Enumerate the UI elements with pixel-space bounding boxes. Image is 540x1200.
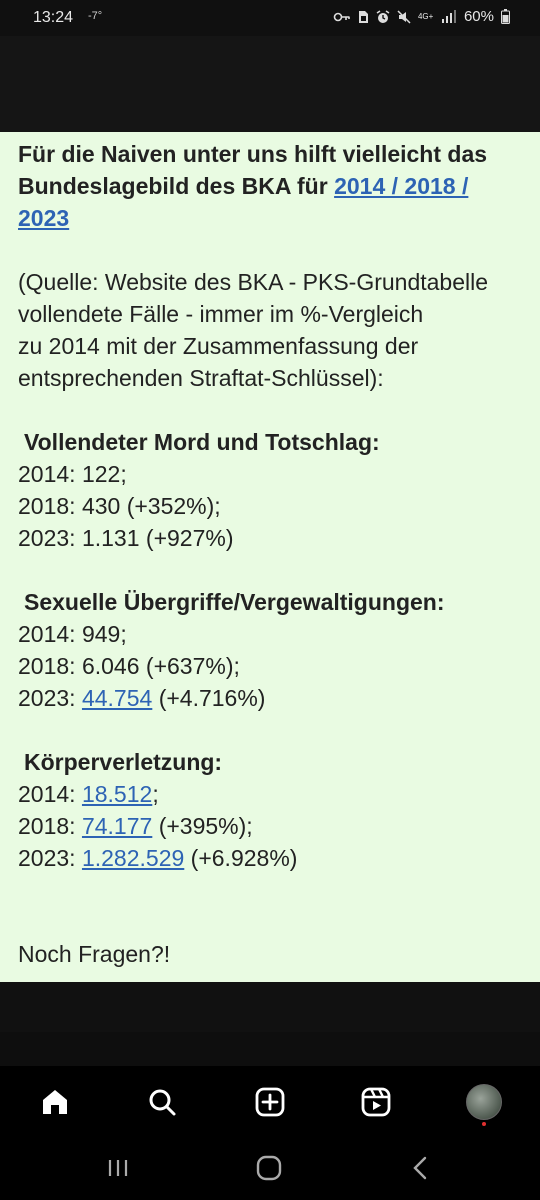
stat-value: 1.131	[81, 525, 140, 551]
section-title-murder: Vollendeter Mord und Totschlag:	[24, 429, 380, 455]
stat-row: 2018: 74.177 (+395%);	[18, 810, 540, 842]
stat-suffix: (+927%)	[139, 525, 234, 551]
post-image: Für die Naiven unter uns hilft vielleich…	[0, 132, 540, 982]
stat-year: 2014:	[18, 621, 76, 647]
home-icon[interactable]	[37, 1084, 73, 1120]
stat-value-link[interactable]: 44.754	[81, 685, 153, 711]
home-circle-icon[interactable]	[255, 1154, 283, 1182]
status-temperature: -7°	[88, 10, 103, 22]
bottom-spacer	[0, 982, 540, 1032]
search-icon[interactable]	[144, 1084, 180, 1120]
status-time: 13:24	[33, 9, 74, 26]
alarm-icon	[376, 9, 390, 23]
battery-percent: 60%	[463, 8, 494, 25]
network-type: 4G+	[417, 11, 434, 21]
closing-text: Noch Fragen?!	[18, 941, 171, 967]
stat-year: 2023:	[18, 845, 76, 871]
stat-value-link[interactable]: 1.282.529	[81, 845, 185, 871]
heading-prefix: Bundeslagebild des BKA für	[18, 173, 335, 199]
stat-value-link[interactable]: 18.512	[81, 781, 153, 807]
back-icon[interactable]	[408, 1154, 432, 1182]
sim-icon	[358, 10, 368, 23]
app-nav-bar	[0, 1066, 540, 1140]
section-title-sexual: Sexuelle Übergriffe/Vergewaltigungen:	[24, 589, 445, 615]
recents-icon[interactable]	[106, 1154, 130, 1182]
stat-year: 2018:	[18, 653, 76, 679]
key-icon	[333, 12, 350, 21]
stat-row: 2023: 1.282.529 (+6.928%)	[18, 842, 540, 874]
stat-year: 2023:	[18, 525, 76, 551]
stat-year: 2018:	[18, 493, 76, 519]
stat-year: 2014:	[18, 461, 76, 487]
create-icon[interactable]	[252, 1084, 288, 1120]
stat-suffix: (+352%);	[120, 493, 221, 519]
avatar	[466, 1084, 502, 1120]
heading-line-2: Bundeslagebild des BKA für 2014 / 2018 /	[18, 170, 540, 202]
notification-dot	[482, 1122, 486, 1126]
stat-row: 2014: 122;	[18, 458, 540, 490]
stat-value-link[interactable]: 74.177	[81, 813, 153, 839]
stat-row: 2018: 6.046 (+637%);	[18, 650, 540, 682]
stat-year: 2018:	[18, 813, 76, 839]
reels-icon[interactable]	[358, 1084, 394, 1120]
battery-icon	[501, 9, 510, 24]
heading-line-1: Für die Naiven unter uns hilft vielleich…	[18, 141, 488, 167]
status-bar: 13:24 -7° 4G+ 60%	[0, 0, 540, 36]
year-link[interactable]: 2014 / 2018 /	[334, 173, 469, 199]
stat-year: 2023:	[18, 685, 76, 711]
stat-year: 2014:	[18, 781, 76, 807]
stat-value: 6.046	[81, 653, 140, 679]
section-title-assault: Körperverletzung:	[24, 749, 223, 775]
source-line-1: (Quelle: Website des BKA - PKS-Grundtabe…	[18, 269, 489, 295]
stat-suffix: ;	[120, 621, 127, 647]
year-link-2023[interactable]: 2023	[18, 205, 70, 231]
stat-row: 2014: 949;	[18, 618, 540, 650]
stat-suffix: (+395%);	[152, 813, 253, 839]
signal-icon	[441, 10, 456, 23]
system-nav-bar	[0, 1140, 540, 1200]
stat-suffix: (+4.716%)	[152, 685, 266, 711]
source-line-3: zu 2014 mit der Zusammenfassung der	[18, 333, 419, 359]
profile-avatar[interactable]	[466, 1084, 502, 1126]
stat-suffix: (+637%);	[139, 653, 240, 679]
stat-row: 2018: 430 (+352%);	[18, 490, 540, 522]
stat-suffix: (+6.928%)	[184, 845, 298, 871]
stat-value: 430	[81, 493, 121, 519]
stat-row: 2014: 18.512;	[18, 778, 540, 810]
stat-suffix: ;	[152, 781, 159, 807]
stat-row: 2023: 1.131 (+927%)	[18, 522, 540, 554]
source-line-2: vollendete Fälle - immer im %-Vergleich	[18, 301, 424, 327]
post-text: Für die Naiven unter uns hilft vielleich…	[18, 138, 540, 970]
mute-icon	[397, 9, 411, 24]
source-line-4: entsprechenden Straftat-Schlüssel):	[18, 365, 384, 391]
stat-value: 122	[81, 461, 121, 487]
status-icons: 4G+ 60%	[333, 8, 510, 25]
stat-suffix: ;	[120, 461, 127, 487]
stat-value: 949	[81, 621, 121, 647]
stat-row: 2023: 44.754 (+4.716%)	[18, 682, 540, 714]
top-spacer	[0, 36, 540, 132]
